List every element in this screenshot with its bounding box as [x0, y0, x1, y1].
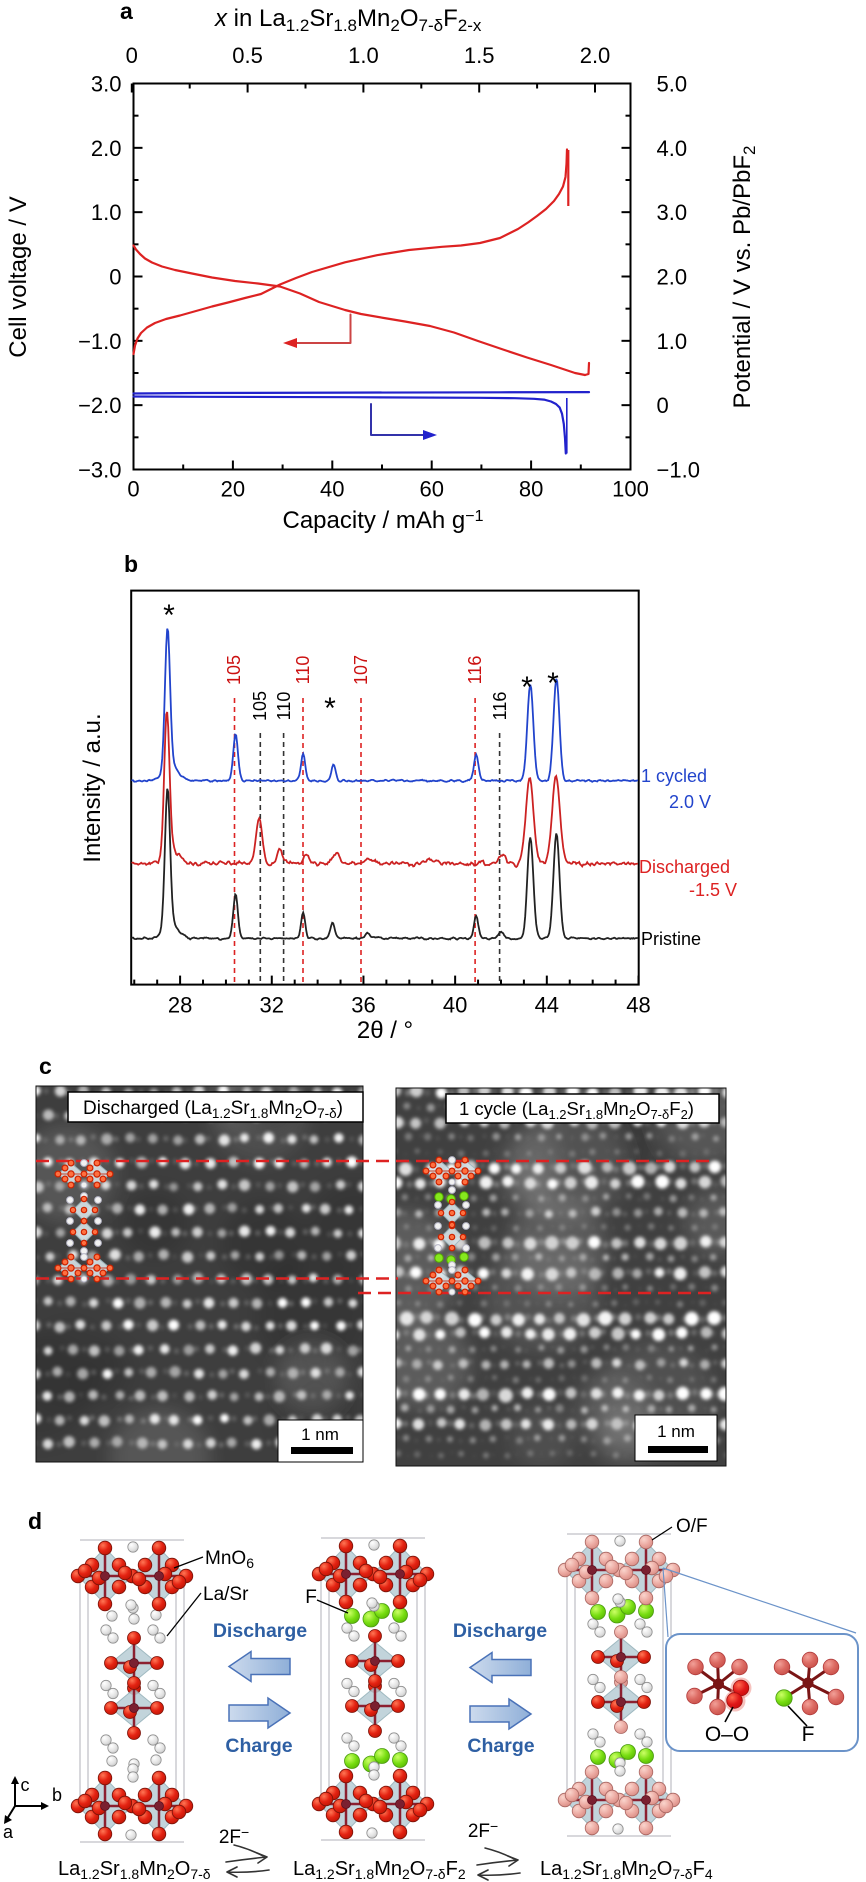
svg-text:b: b	[124, 551, 138, 577]
svg-text:−2.0: −2.0	[78, 393, 121, 418]
svg-text:4.0: 4.0	[657, 136, 688, 161]
svg-text:F: F	[305, 1587, 317, 1608]
svg-text:0: 0	[109, 265, 121, 290]
svg-text:2.0: 2.0	[91, 136, 122, 161]
svg-text:60: 60	[419, 477, 443, 502]
svg-text:c: c	[21, 1775, 30, 1795]
svg-text:3.0: 3.0	[91, 72, 122, 97]
svg-text:40: 40	[443, 993, 467, 1018]
svg-text:0: 0	[127, 477, 139, 502]
svg-text:80: 80	[519, 477, 543, 502]
svg-text:La1.2​Sr1.8​Mn2​O7-δ​F4​: La1.2​Sr1.8​Mn2​O7-δ​F4​	[540, 1858, 713, 1882]
svg-text:Pristine: Pristine	[641, 929, 701, 949]
svg-text:*: *	[521, 671, 533, 704]
svg-text:Discharged: Discharged	[639, 857, 730, 877]
svg-text:Discharged (La1.2Sr1.8Mn2O7-δ): Discharged (La1.2Sr1.8Mn2O7-δ)	[83, 1098, 343, 1121]
svg-text:1.5: 1.5	[464, 43, 495, 68]
svg-text:5.0: 5.0	[657, 72, 688, 97]
svg-text:2F−: 2F−	[468, 1818, 498, 1842]
svg-text:a: a	[120, 0, 133, 24]
svg-text:*: *	[163, 599, 175, 632]
svg-text:2θ / °: 2θ / °	[357, 1017, 413, 1044]
svg-text:1 nm: 1 nm	[657, 1422, 695, 1441]
svg-text:La1.2​Sr1.8​Mn2​O7-δ​F2​: La1.2​Sr1.8​Mn2​O7-δ​F2​	[293, 1858, 466, 1882]
svg-text:32: 32	[260, 993, 284, 1018]
svg-text:48: 48	[626, 993, 650, 1018]
svg-text:−3.0: −3.0	[78, 457, 121, 482]
svg-text:110: 110	[293, 656, 313, 685]
svg-text:b: b	[52, 1785, 62, 1805]
svg-text:Potential / V vs. Pb/PbF2: Potential / V vs. Pb/PbF2	[729, 146, 759, 409]
svg-text:1.0: 1.0	[657, 329, 688, 354]
svg-text:40: 40	[320, 477, 344, 502]
svg-text:2.0: 2.0	[657, 265, 688, 290]
svg-text:Discharge: Discharge	[453, 1620, 547, 1642]
svg-text:2.0: 2.0	[580, 43, 611, 68]
svg-text:a: a	[3, 1822, 14, 1842]
svg-text:110: 110	[274, 692, 294, 721]
svg-text:-1.5 V: -1.5 V	[689, 880, 737, 900]
svg-text:Cell voltage / V: Cell voltage / V	[5, 196, 32, 357]
svg-text:105: 105	[250, 691, 270, 721]
svg-text:36: 36	[351, 993, 375, 1018]
svg-text:1.0: 1.0	[348, 43, 379, 68]
svg-text:Charge: Charge	[225, 1735, 292, 1757]
svg-text:Discharge: Discharge	[213, 1620, 307, 1642]
svg-text:*: *	[547, 667, 559, 700]
svg-text:1 cycle (La1.2Sr1.8Mn2O7-δF2): 1 cycle (La1.2Sr1.8Mn2O7-δF2)	[459, 1098, 694, 1122]
svg-text:0: 0	[657, 393, 669, 418]
svg-text:−1.0: −1.0	[78, 329, 121, 354]
svg-text:O/F: O/F	[676, 1516, 708, 1537]
svg-text:Charge: Charge	[467, 1735, 534, 1757]
svg-text:−1.0: −1.0	[657, 457, 700, 482]
svg-text:1 cycled: 1 cycled	[641, 766, 707, 786]
svg-text:0.5: 0.5	[232, 43, 263, 68]
svg-text:0: 0	[126, 43, 138, 68]
svg-text:28: 28	[168, 993, 192, 1018]
svg-text:105: 105	[224, 655, 244, 685]
svg-text:1 nm: 1 nm	[301, 1425, 339, 1444]
svg-text:116: 116	[465, 656, 485, 685]
svg-text:La/Sr: La/Sr	[203, 1584, 249, 1605]
svg-text:116: 116	[490, 692, 510, 721]
svg-text:107: 107	[351, 655, 371, 685]
svg-text:*: *	[324, 692, 336, 725]
svg-text:d: d	[28, 1508, 42, 1534]
svg-text:44: 44	[535, 993, 559, 1018]
svg-text:x in La1.2Sr1.8Mn2O7-δF2-x: x in La1.2Sr1.8Mn2O7-δF2-x	[214, 5, 482, 35]
svg-text:O–O: O–O	[705, 1723, 749, 1746]
svg-text:3.0: 3.0	[657, 200, 688, 225]
svg-text:F: F	[802, 1723, 815, 1746]
svg-text:2.0 V: 2.0 V	[669, 792, 711, 812]
svg-text:20: 20	[221, 477, 245, 502]
svg-text:La1.2​Sr1.8​Mn2​O7-δ​: La1.2​Sr1.8​Mn2​O7-δ​	[58, 1858, 211, 1882]
svg-text:c: c	[39, 1053, 52, 1079]
svg-text:MnO6: MnO6	[205, 1548, 254, 1571]
svg-text:Intensity / a.u.: Intensity / a.u.	[79, 713, 106, 862]
svg-text:1.0: 1.0	[91, 200, 122, 225]
svg-text:Capacity / mAh g−1: Capacity / mAh g−1	[283, 507, 484, 534]
svg-text:100: 100	[612, 477, 649, 502]
